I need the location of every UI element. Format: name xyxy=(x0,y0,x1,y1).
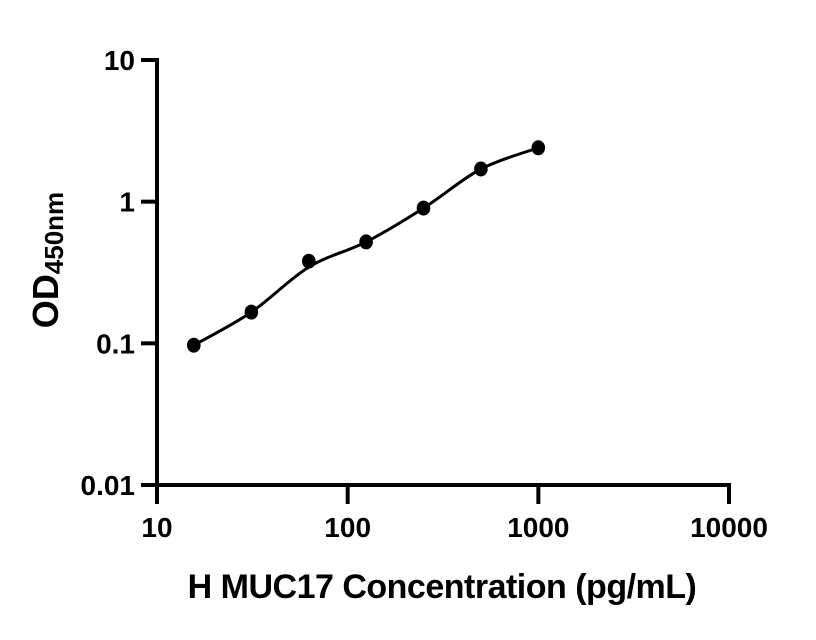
data-point xyxy=(244,304,259,320)
y-axis-title: OD450nm xyxy=(25,192,69,328)
x-axis-title: H MUC17 Concentration (pg/mL) xyxy=(188,568,697,606)
x-tick-label: 1000 xyxy=(507,512,569,543)
y-axis-title-main: OD xyxy=(25,274,66,328)
y-tick-label: 0.1 xyxy=(96,328,135,359)
x-tick-label: 10000 xyxy=(690,512,768,543)
y-tick-label: 0.01 xyxy=(81,470,136,501)
x-tick-label: 10 xyxy=(141,512,172,543)
data-point xyxy=(359,234,373,250)
y-axis-title-subscript: 450nm xyxy=(39,192,69,274)
y-tick-label: 10 xyxy=(104,45,135,76)
data-point xyxy=(187,337,201,353)
data-point xyxy=(302,253,316,269)
data-point xyxy=(416,200,431,216)
data-point xyxy=(531,140,546,156)
y-tick-label: 1 xyxy=(119,187,135,218)
x-tick-label: 100 xyxy=(324,512,371,543)
plot-layer xyxy=(187,140,546,353)
data-point xyxy=(474,161,488,177)
